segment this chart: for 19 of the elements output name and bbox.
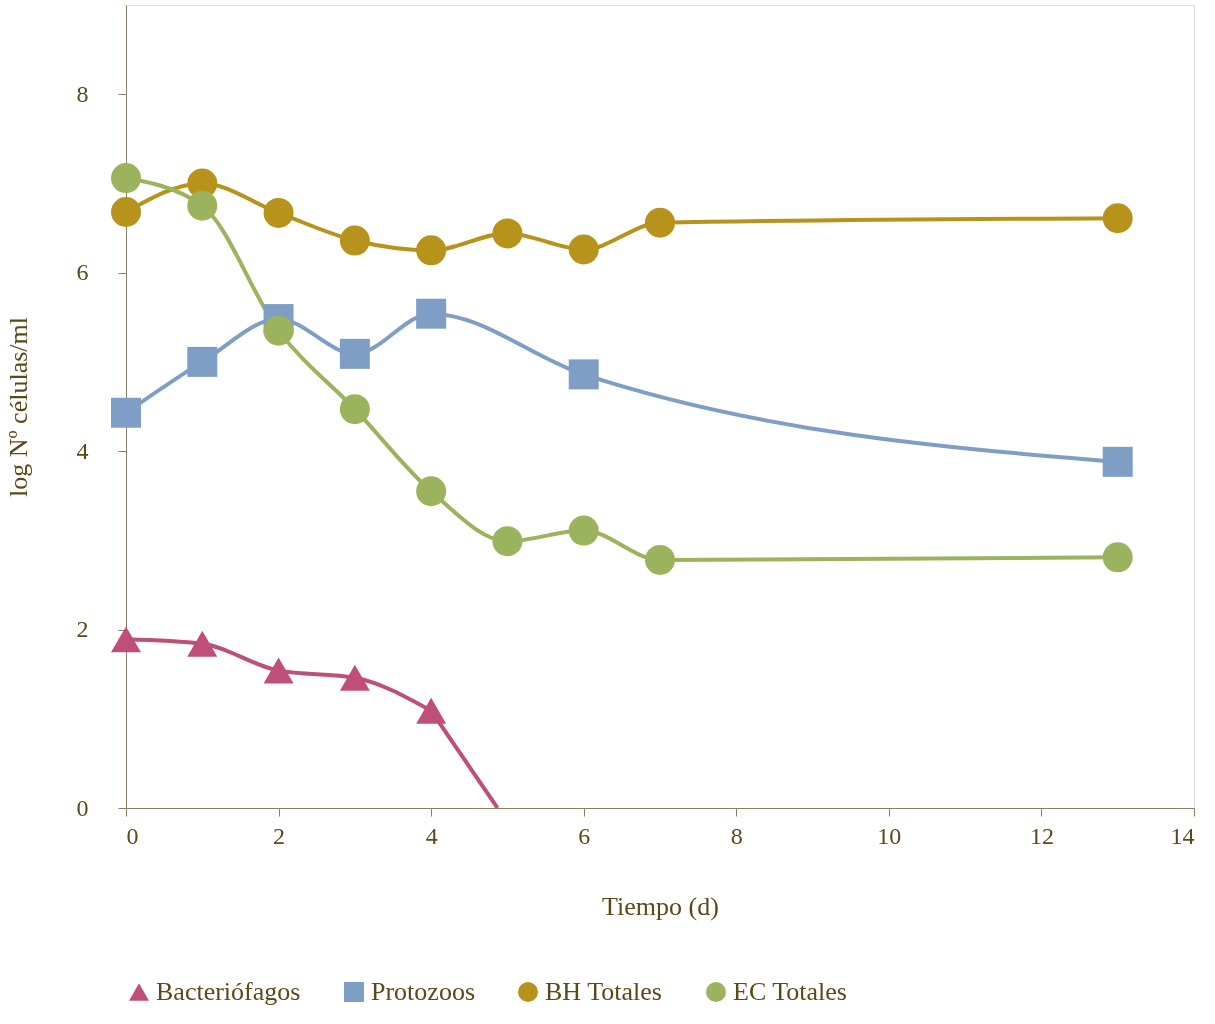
x-tick-label: 4 — [425, 822, 438, 849]
x-tick-label: 8 — [730, 822, 743, 849]
y-tick-label: 4 — [76, 437, 89, 464]
x-tick-label: 6 — [578, 822, 591, 849]
x-tick-label: 2 — [273, 822, 286, 849]
y-tick-label: 2 — [76, 616, 89, 643]
legend-label: BH Totales — [545, 977, 662, 1006]
x-tick-label: 10 — [877, 822, 902, 849]
x-axis-title: Tiempo (d) — [602, 891, 719, 921]
y-tick-label: 8 — [76, 80, 89, 107]
x-tick-label: 12 — [1029, 822, 1054, 849]
y-axis-title: log Nº células/ml — [3, 317, 33, 497]
legend-label: Bacteriófagos — [156, 977, 301, 1006]
x-tick-label: 0 — [126, 822, 139, 849]
y-tick-label: 6 — [76, 259, 89, 286]
legend-label: Protozoos — [371, 977, 475, 1006]
x-tick-label: 14 — [1170, 822, 1195, 849]
legend-label: EC Totales — [733, 977, 847, 1006]
y-tick-label: 0 — [76, 794, 89, 821]
